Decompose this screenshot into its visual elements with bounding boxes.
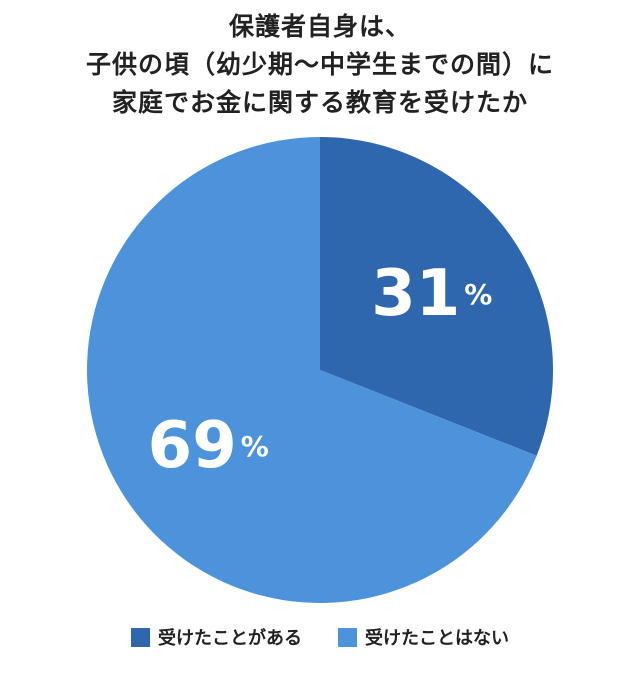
- chart-title: 保護者自身は、 子供の頃（幼少期〜中学生までの間）に 家庭でお金に関する教育を受…: [0, 8, 640, 122]
- pie-chart: 31 % 69%: [87, 137, 553, 603]
- pie-label-not-received: 69%: [148, 409, 269, 483]
- pie-label-received: 31%: [371, 257, 492, 331]
- pie-slice-received: [320, 137, 553, 456]
- pie-slice-not-received: [87, 137, 537, 603]
- legend-label-not-received: 受けたことはない: [365, 628, 509, 649]
- legend-swatch-received: [131, 627, 150, 647]
- legend-item-not-received: 受けたことはない: [338, 624, 509, 650]
- chart-title-line-1: 保護者自身は、: [228, 12, 411, 41]
- legend-item-received: 受けたことがある: [131, 624, 302, 650]
- legend-label-received: 受けたことがある: [158, 628, 302, 649]
- chart-title-line-2: 子供の頃（幼少期〜中学生までの間）に: [85, 50, 554, 79]
- legend: 受けたことがある 受けたことはない: [0, 624, 640, 650]
- legend-swatch-not-received: [338, 627, 357, 647]
- chart-title-line-3: 家庭でお金に関する教育を受けたか: [111, 88, 528, 117]
